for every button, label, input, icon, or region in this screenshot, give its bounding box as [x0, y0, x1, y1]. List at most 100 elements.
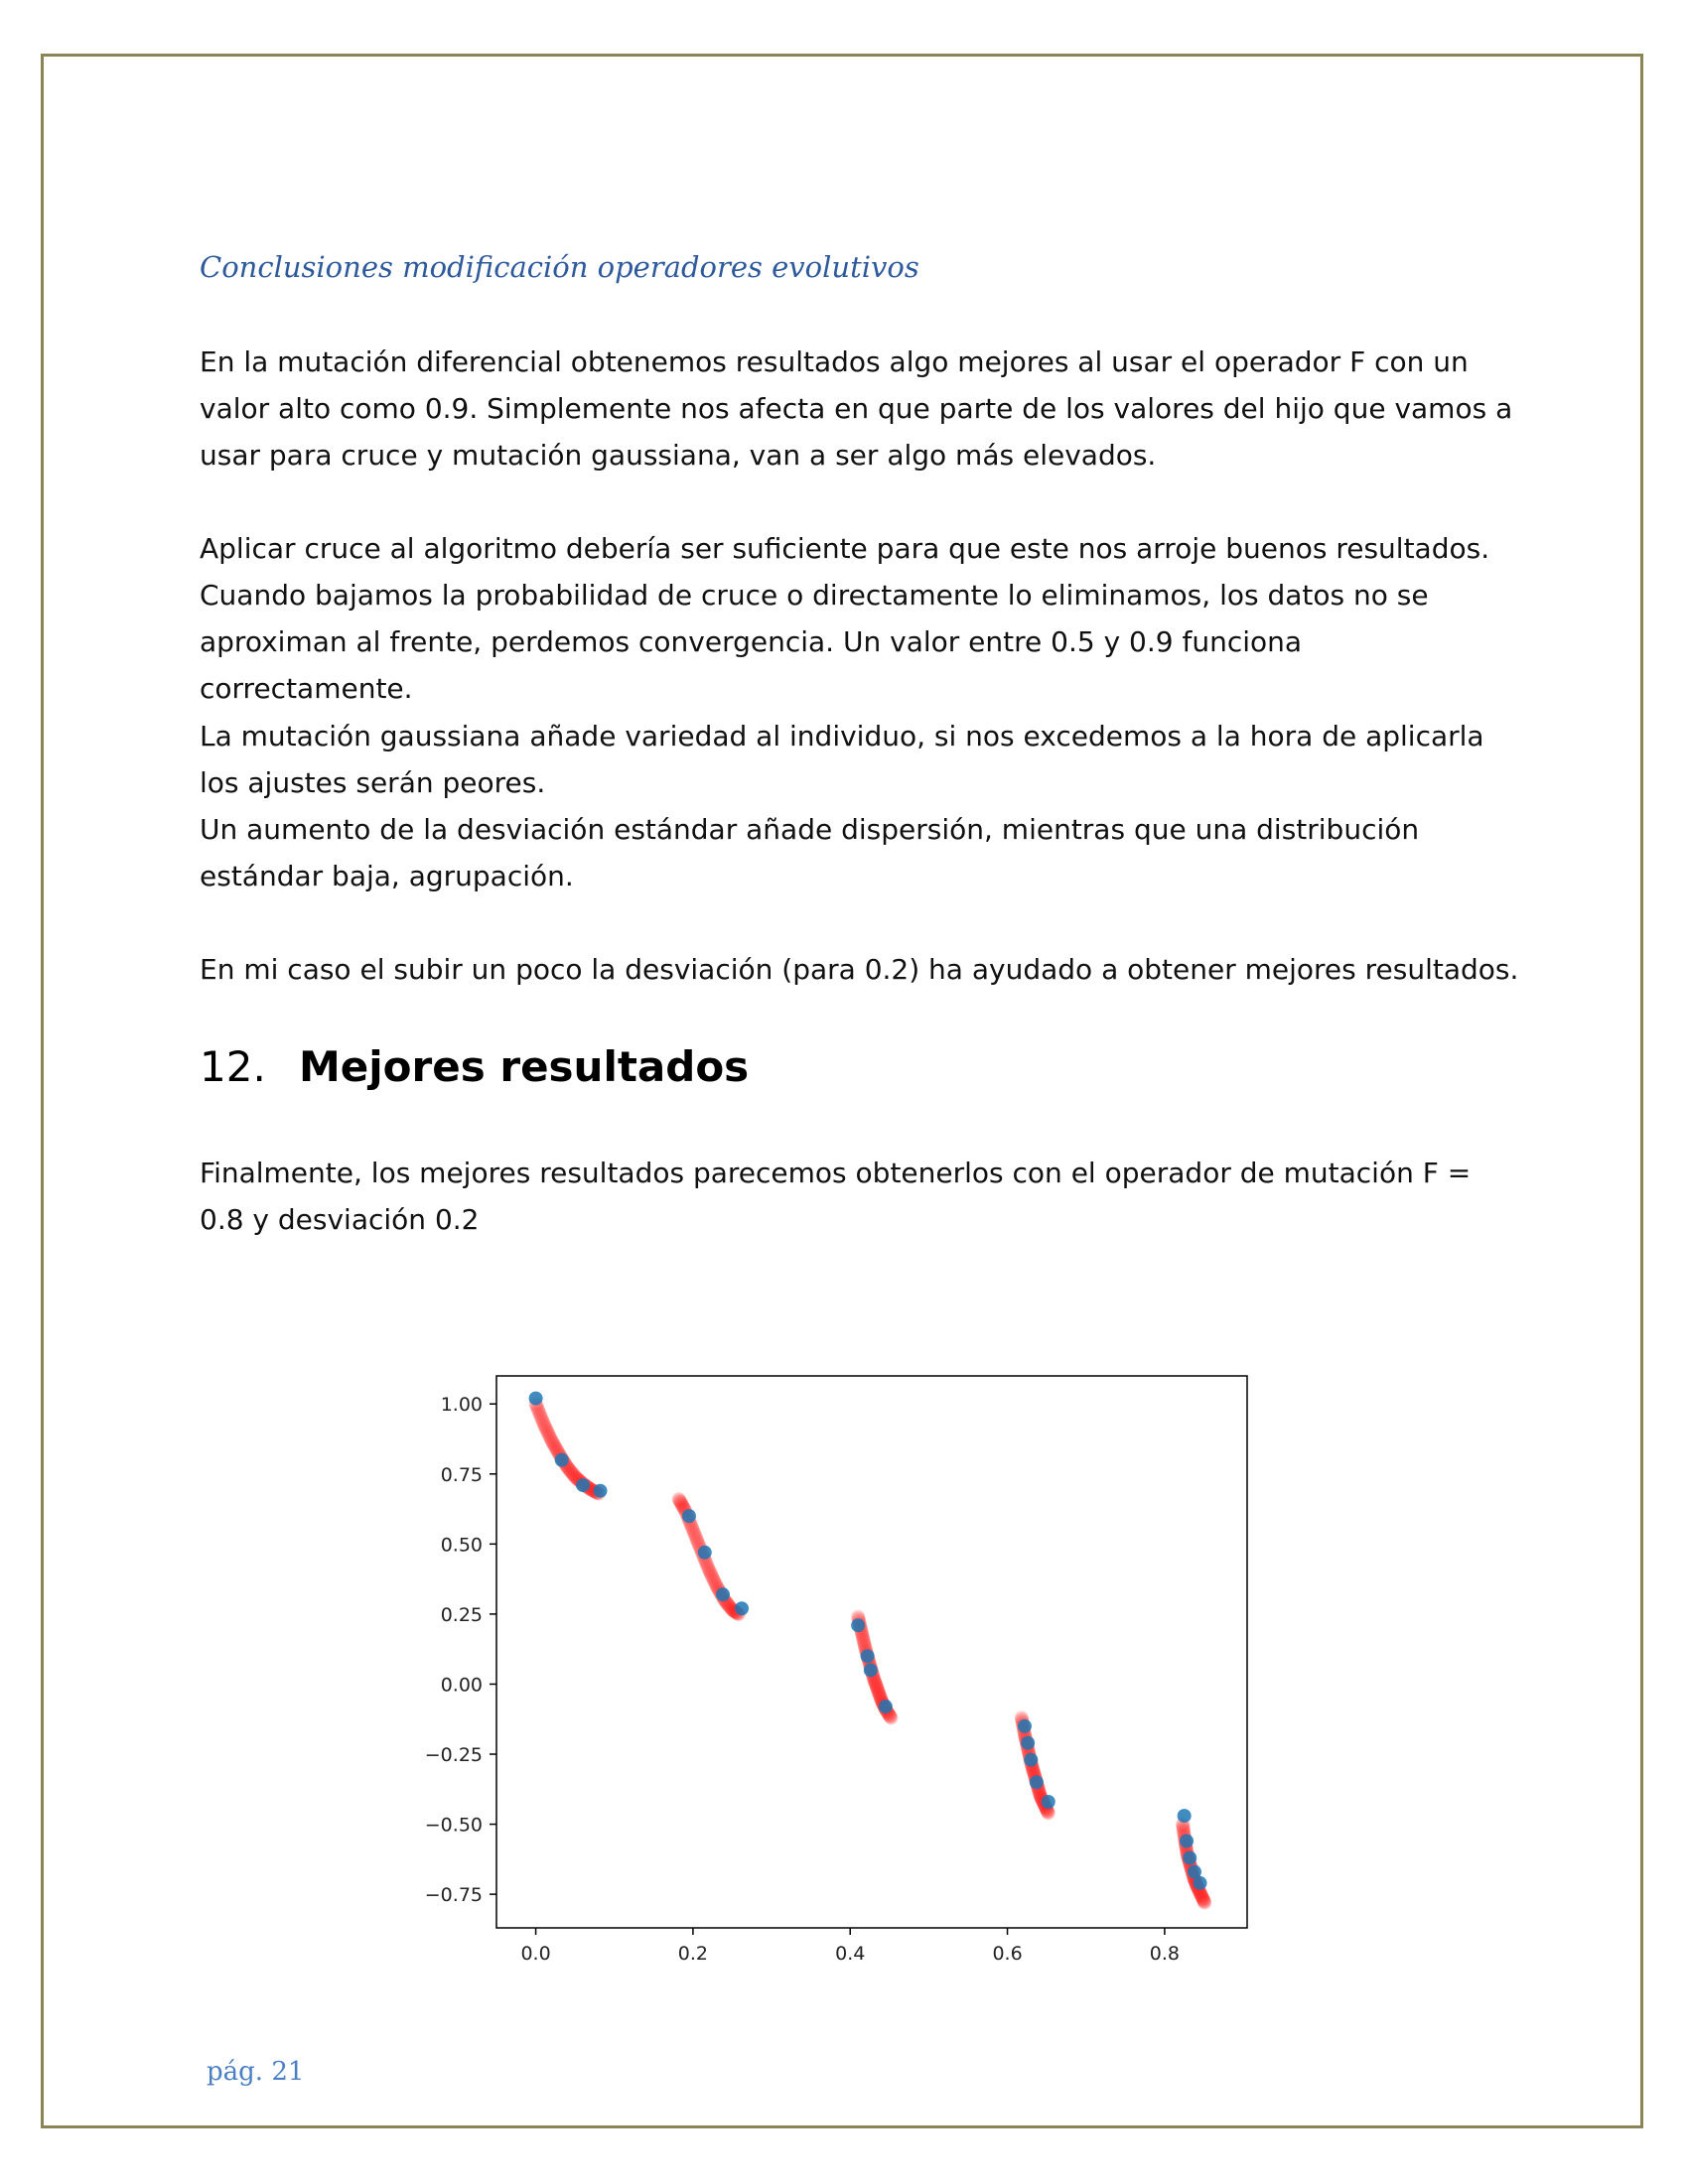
- front-point: [562, 1462, 577, 1477]
- front-point: [867, 1674, 882, 1689]
- front-point: [567, 1468, 582, 1483]
- front-point: [870, 1683, 885, 1698]
- plot-frame: [495, 1375, 1248, 1929]
- solution-point: [681, 1509, 696, 1524]
- front-point: [673, 1495, 688, 1510]
- front-point: [704, 1569, 719, 1583]
- solution-point: [1193, 1875, 1207, 1890]
- paragraph-crossover: Aplicar cruce al algoritmo debería ser s…: [200, 532, 1490, 705]
- front-point: [1026, 1763, 1041, 1778]
- x-tick-label: 0.2: [678, 1943, 708, 1965]
- solution-point: [851, 1618, 866, 1633]
- solution-point: [863, 1663, 878, 1678]
- front-point: [857, 1635, 872, 1650]
- page-border: [41, 54, 1643, 2128]
- front-point: [855, 1628, 870, 1643]
- front-point: [566, 1467, 581, 1482]
- front-point: [684, 1520, 699, 1535]
- x-tick-label: 0.8: [1150, 1943, 1180, 1965]
- paragraph-std-deviation: Un aumento de la desviación estándar aña…: [200, 813, 1420, 892]
- front-point: [535, 1414, 550, 1429]
- solution-point: [1041, 1794, 1055, 1809]
- front-point: [857, 1637, 872, 1652]
- front-point: [687, 1528, 702, 1543]
- page-number: pág. 21: [207, 2057, 305, 2087]
- solution-point: [1183, 1850, 1197, 1865]
- solution-point: [576, 1478, 591, 1493]
- solution-point: [554, 1452, 569, 1467]
- front-point: [1176, 1821, 1191, 1836]
- front-point: [538, 1421, 553, 1435]
- front-point: [674, 1497, 689, 1512]
- front-point: [869, 1678, 884, 1693]
- scatter-chart: 0.0 0.2 0.4 0.6 0.8 1.00 0.75 0.50 0.25 0.00 −0.25…: [425, 1375, 1248, 1965]
- solution-point: [1017, 1718, 1032, 1733]
- front-point: [722, 1598, 737, 1613]
- front-point: [721, 1597, 736, 1612]
- front-point: [701, 1562, 716, 1576]
- front-point: [1194, 1888, 1208, 1903]
- front-point: [549, 1441, 564, 1456]
- front-point: [564, 1464, 579, 1479]
- front-point: [686, 1525, 701, 1540]
- subsection-heading: Conclusiones modificación operadores evo…: [200, 250, 919, 284]
- front-point: [1176, 1823, 1191, 1838]
- front-point: [548, 1439, 563, 1454]
- solution-point: [878, 1700, 893, 1714]
- front-point: [563, 1463, 578, 1478]
- solution-point: [715, 1587, 730, 1602]
- front-point: [856, 1630, 871, 1645]
- front-point: [700, 1560, 715, 1574]
- front-point: [1196, 1891, 1210, 1906]
- section-heading: 12. Mejores resultados: [200, 1042, 749, 1091]
- front-point: [532, 1407, 547, 1422]
- front-point: [1193, 1886, 1207, 1901]
- front-point: [1196, 1893, 1211, 1908]
- front-point: [872, 1687, 887, 1702]
- solution-point: [1029, 1775, 1044, 1790]
- front-point: [541, 1427, 556, 1441]
- front-point: [537, 1419, 552, 1433]
- front-point: [884, 1710, 899, 1725]
- y-tick-label: 0.00: [441, 1674, 483, 1696]
- front-point: [545, 1434, 560, 1449]
- y-tick-label: −0.75: [425, 1884, 483, 1906]
- solution-point: [528, 1391, 543, 1406]
- front-point: [708, 1576, 723, 1591]
- front-point: [724, 1601, 739, 1616]
- paragraph-gaussian-mutation: La mutación gaussiana añade variedad al …: [200, 720, 1484, 799]
- front-point: [1196, 1894, 1211, 1909]
- front-point: [699, 1557, 714, 1571]
- y-tick-label: −0.25: [425, 1744, 483, 1766]
- solution-point: [1177, 1809, 1192, 1824]
- front-point: [723, 1600, 738, 1615]
- front-point: [707, 1574, 722, 1589]
- solution-point: [1187, 1864, 1201, 1879]
- solution-point: [697, 1545, 712, 1560]
- front-point: [1196, 1892, 1210, 1907]
- solution-point: [1180, 1834, 1195, 1848]
- front-point: [531, 1404, 546, 1419]
- front-point: [690, 1535, 705, 1550]
- x-tick-label: 0.4: [835, 1943, 865, 1965]
- paragraph-differential-mutation: En la mutación diferencial obtenemos res…: [200, 345, 1513, 472]
- front-point: [872, 1688, 887, 1703]
- front-point: [543, 1431, 558, 1445]
- y-tick-label: 0.50: [441, 1534, 483, 1556]
- front-point: [1041, 1806, 1055, 1821]
- front-point: [868, 1677, 883, 1692]
- section-number: 12.: [200, 1042, 266, 1091]
- front-point: [688, 1530, 703, 1545]
- x-tick-label: 0.6: [992, 1943, 1022, 1965]
- solution-point: [1024, 1752, 1039, 1767]
- front-point: [868, 1676, 883, 1691]
- front-point: [703, 1566, 718, 1580]
- front-point: [533, 1409, 548, 1424]
- front-point: [689, 1533, 704, 1548]
- front-point: [869, 1680, 884, 1695]
- front-point: [542, 1429, 557, 1443]
- front-point: [672, 1493, 687, 1508]
- front-point: [685, 1523, 700, 1538]
- front-point: [1197, 1895, 1212, 1910]
- y-tick-label: 1.00: [441, 1394, 483, 1416]
